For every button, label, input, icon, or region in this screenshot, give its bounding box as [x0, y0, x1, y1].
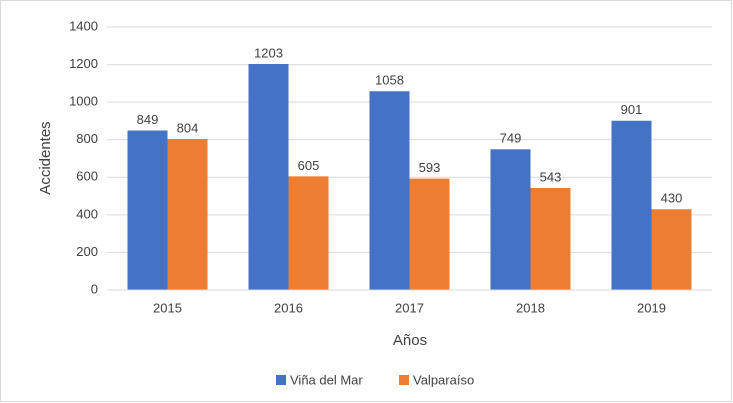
bar [369, 91, 410, 290]
x-axis-title: Años [393, 332, 427, 349]
bar [611, 120, 652, 290]
bar [490, 149, 531, 290]
x-tick-label: 2016 [274, 300, 303, 315]
legend-swatch [276, 375, 286, 385]
bar [288, 176, 329, 290]
bar [651, 209, 692, 290]
y-axis-title: Accidentes [37, 121, 54, 194]
y-tick-label: 400 [76, 206, 98, 221]
y-tick-label: 600 [76, 169, 98, 184]
data-label: 901 [621, 102, 643, 117]
bar [127, 130, 168, 290]
data-label: 593 [419, 160, 441, 175]
y-tick-label: 1000 [69, 94, 98, 109]
y-tick-label: 1400 [69, 18, 98, 33]
legend-swatch [399, 375, 409, 385]
data-label: 543 [540, 169, 562, 184]
bar [409, 178, 450, 290]
data-label: 1203 [254, 45, 283, 60]
bar [248, 64, 289, 290]
data-label: 804 [177, 120, 199, 135]
y-tick-label: 800 [76, 131, 98, 146]
legend-label: Viña del Mar [290, 372, 363, 387]
data-label: 430 [661, 191, 683, 206]
data-label: 1058 [375, 73, 404, 88]
data-label: 849 [137, 112, 159, 127]
x-tick-label: 2015 [153, 300, 182, 315]
data-label: 605 [298, 158, 320, 173]
x-tick-label: 2019 [637, 300, 666, 315]
data-label: 749 [500, 131, 522, 146]
y-tick-label: 1200 [69, 56, 98, 71]
y-tick-label: 0 [91, 281, 98, 296]
x-tick-label: 2017 [395, 300, 424, 315]
y-tick-label: 200 [76, 244, 98, 259]
x-tick-label: 2018 [516, 300, 545, 315]
bar [530, 187, 571, 290]
bar [167, 138, 208, 290]
legend-label: Valparaíso [413, 372, 474, 387]
